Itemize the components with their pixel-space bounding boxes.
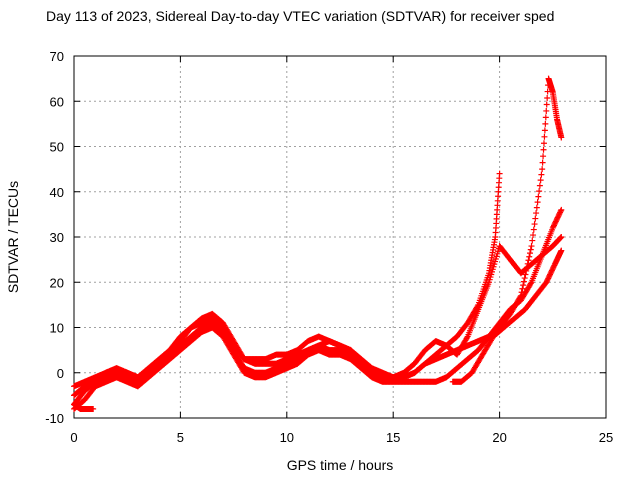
data-point [528,243,535,250]
data-marker [535,193,542,200]
data-marker [541,127,548,134]
data-marker [519,285,526,292]
data-marker [541,133,548,140]
x-axis-label: GPS time / hours [287,457,394,473]
data-marker [543,101,550,108]
data-marker [544,95,551,102]
x-tick-label: 10 [280,430,294,445]
y-tick-label: 50 [50,140,64,155]
data-marker [540,146,547,153]
data-marker [530,226,537,233]
data-marker [533,210,540,217]
data-marker [557,234,564,241]
data-marker [538,171,545,178]
data-marker [521,275,528,282]
data-point [558,206,565,213]
data-marker [527,246,534,253]
data-marker [539,159,546,166]
data-points [71,75,565,412]
data-marker [532,215,539,222]
data-point [558,247,565,254]
y-axis-label: SDTVAR / TECUs [5,181,21,293]
y-tick-label: 0 [57,366,64,381]
data-marker [557,235,564,242]
data-point [496,170,503,177]
data-marker [536,188,543,195]
data-marker [523,267,530,274]
y-tick-label: 20 [50,275,64,290]
data-point [558,234,565,240]
data-point [558,134,565,141]
y-tick-label: 70 [50,49,64,64]
data-marker [529,237,536,244]
data-marker [520,282,527,289]
grid [74,56,606,418]
ticks: 0 5 10 15 20 25 -10 0 10 20 30 40 50 60 70 [45,49,613,445]
data-marker [533,204,540,211]
series-track-4 [71,206,565,412]
y-tick-label: -10 [45,411,64,426]
chart-title: Day 113 of 2023, Sidereal Day-to-day VTE… [46,8,555,24]
data-marker [463,334,470,341]
data-marker [543,107,550,114]
x-tick-label: 15 [386,430,400,445]
data-marker [540,140,547,147]
y-tick-label: 40 [50,185,64,200]
data-marker [523,264,530,271]
x-tick-label: 20 [492,430,506,445]
data-marker [542,120,549,127]
data-marker [534,199,541,206]
y-tick-label: 30 [50,230,64,245]
x-tick-label: 5 [177,430,184,445]
data-marker [520,278,527,285]
data-point [90,405,97,412]
data-marker [530,232,537,239]
x-tick-label: 0 [70,430,77,445]
data-marker [525,257,532,264]
x-tick-label: 25 [599,430,613,445]
y-tick-label: 60 [50,94,64,109]
data-point [539,166,546,173]
data-marker [557,208,564,215]
data-marker [540,153,547,160]
data-marker [527,250,533,257]
data-marker [531,221,538,228]
data-marker [537,177,544,184]
data-marker [526,253,533,260]
y-tick-label: 10 [50,321,64,336]
data-marker [522,271,529,278]
data-marker [542,114,549,121]
data-marker [524,260,531,267]
data-marker [527,280,534,287]
data-marker [536,182,543,189]
series-track-5 [71,247,565,412]
